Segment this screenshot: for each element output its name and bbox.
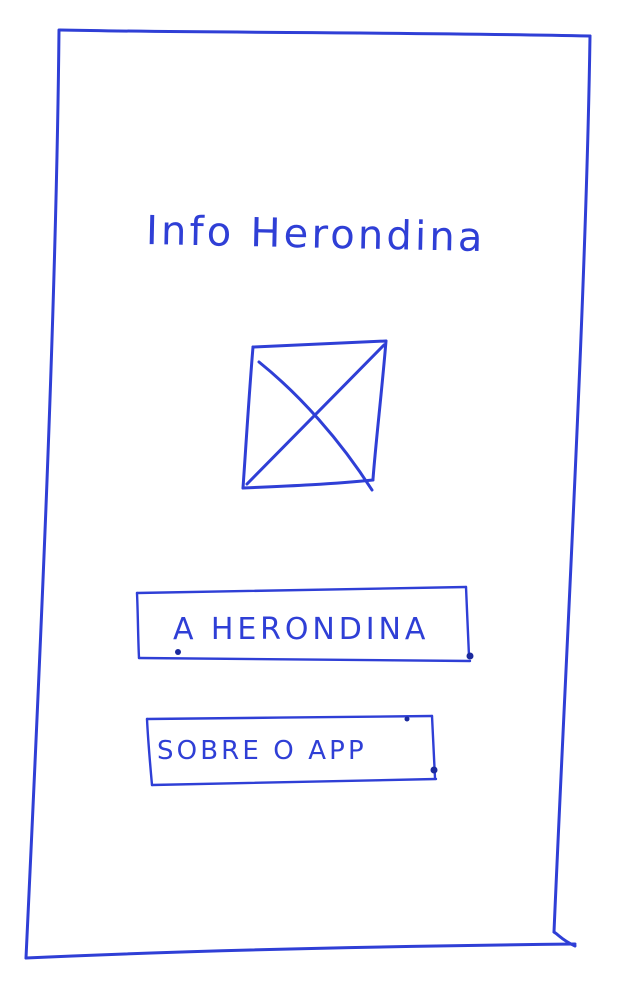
herondina-button[interactable]: A HERONDINA bbox=[137, 587, 471, 662]
about-app-button-outline bbox=[145, 714, 438, 787]
image-placeholder-icon bbox=[241, 339, 388, 492]
page-title: Info Herondina bbox=[145, 208, 487, 262]
about-app-button-label: SOBRE O APP bbox=[157, 736, 367, 766]
herondina-button-outline bbox=[135, 585, 474, 663]
herondina-button-label: A HERONDINA bbox=[173, 612, 430, 647]
about-app-button[interactable]: SOBRE O APP bbox=[147, 716, 437, 786]
phone-frame bbox=[24, 28, 592, 960]
